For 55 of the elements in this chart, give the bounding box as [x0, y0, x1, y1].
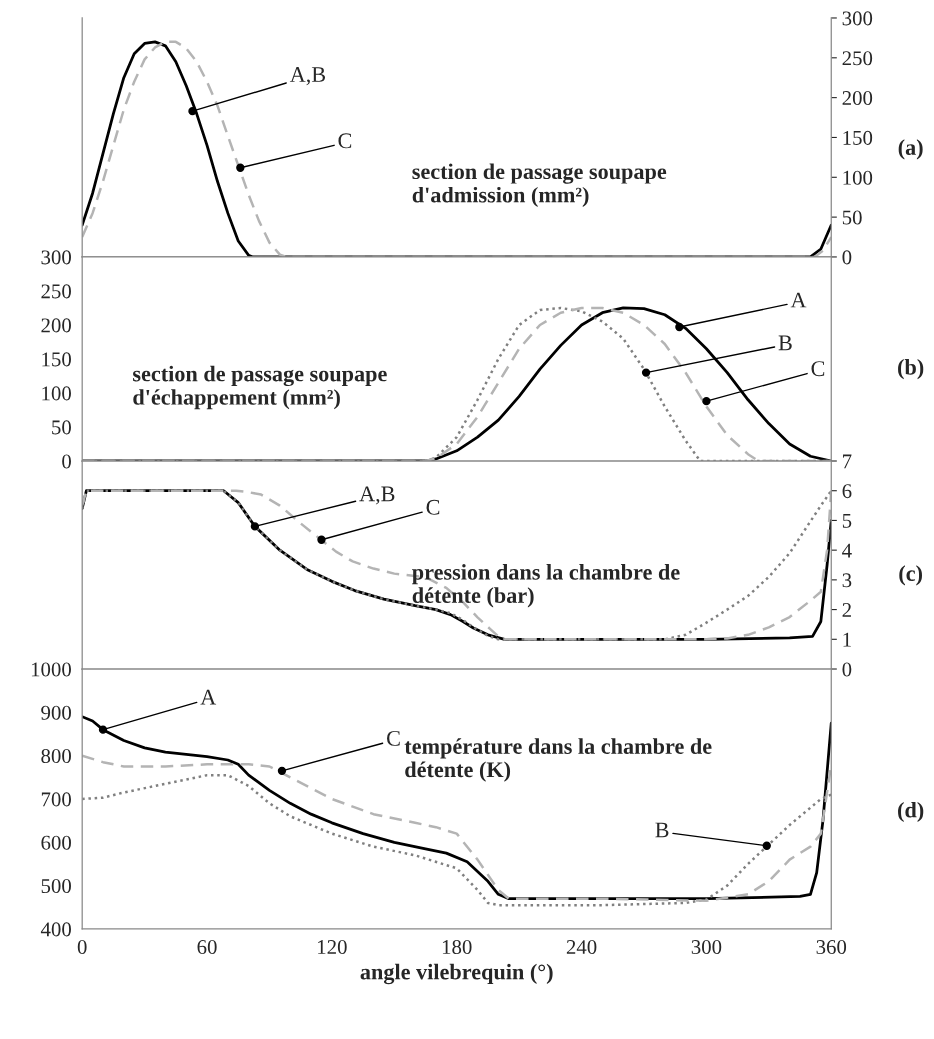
y-tick-label: 250 [842, 51, 873, 66]
y-tick-label: 1000 [31, 662, 71, 677]
annotation: C [426, 499, 440, 515]
y-tick-label: 50 [842, 210, 862, 225]
y-tick-label: 0 [842, 250, 852, 265]
y-tick-label: 0 [62, 454, 71, 469]
x-tick-label: 120 [318, 939, 347, 955]
text: (b) [898, 359, 924, 380]
y-tick-label: 250 [41, 284, 71, 299]
y-tick-label: 3 [842, 573, 852, 588]
y-tick-label: 5 [842, 514, 852, 528]
annotation: C [811, 361, 825, 377]
y-tick-label: 0 [842, 662, 852, 677]
text: (c) [899, 565, 923, 586]
y-tick-label: 200 [842, 91, 873, 106]
annotation: température dans la chambre de détente (K) [404, 738, 712, 782]
y-tick-label: 600 [41, 835, 71, 850]
y-tick-label: 200 [41, 318, 71, 333]
y-tick-label: 700 [41, 792, 71, 807]
y-tick-label: 300 [842, 11, 873, 26]
y-tick-label: 100 [843, 170, 873, 185]
y-tick-label: 150 [843, 130, 873, 145]
x-tick-label: 300 [691, 939, 722, 955]
y-tick-label: 300 [41, 250, 71, 265]
y-tick-label: 400 [40, 922, 71, 937]
y-tick-label: 1 [843, 632, 851, 647]
text: (d) [898, 801, 924, 823]
annotation: A [790, 292, 807, 308]
y-tick-label: 100 [42, 386, 71, 401]
x-tick-label: 240 [566, 939, 597, 955]
y-tick-label: 6 [842, 484, 852, 499]
x-tick-label: 60 [197, 939, 217, 955]
text: (a) [898, 139, 923, 160]
annotation: A [200, 689, 217, 705]
annotation: C [387, 730, 400, 746]
annotation: A,B [359, 486, 395, 505]
x-tick-label: 360 [816, 939, 847, 955]
y-tick-label: 900 [41, 705, 71, 720]
annotation: section de passage soupape d'admission (mm²) [412, 163, 667, 208]
y-tick-label: 4 [842, 543, 852, 558]
y-tick-label: 2 [842, 603, 851, 617]
annotation: B [655, 822, 669, 838]
x-axis-title: angle vilebrequin (°) [360, 963, 553, 985]
annotation: C [338, 133, 352, 149]
y-tick-label: 150 [42, 352, 71, 367]
annotation: A,B [289, 67, 326, 86]
x-tick-label: 0 [77, 939, 87, 955]
y-tick-label: 800 [41, 749, 71, 764]
y-tick-label: 500 [41, 879, 71, 894]
annotation: B [778, 335, 792, 351]
x-tick-label: 180 [442, 939, 472, 955]
y-tick-label: 7 [843, 454, 852, 469]
y-tick-label: 50 [52, 420, 71, 435]
annotation: section de passage soupape d'échappement (mm²) [133, 365, 387, 410]
annotation: pression dans la chambre de détente (bar) [412, 564, 680, 608]
